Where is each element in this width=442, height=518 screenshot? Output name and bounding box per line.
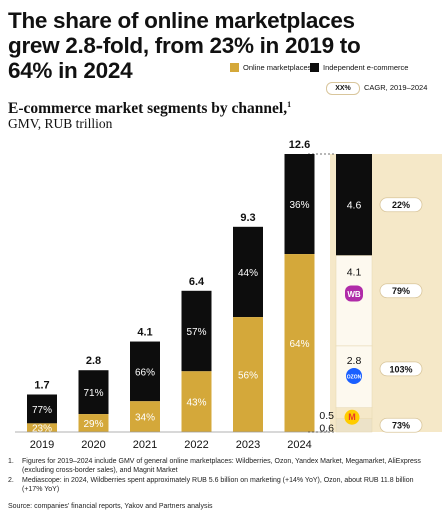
bar-independent-2022 bbox=[181, 290, 212, 372]
bar-independent-2021 bbox=[130, 341, 160, 402]
total-label-2023: 9.3 bbox=[240, 212, 255, 224]
label-online-2023: 56% bbox=[238, 371, 258, 382]
cagr-legend: XX% CAGR, 2019–2024 bbox=[326, 82, 427, 95]
label-online-2024: 64% bbox=[289, 339, 309, 350]
total-label-2021: 4.1 bbox=[137, 327, 152, 339]
bar-online-2024 bbox=[284, 254, 315, 432]
bar-online-2021 bbox=[130, 401, 160, 432]
x-tick-2024: 2024 bbox=[287, 439, 311, 451]
ozon-logo-icon bbox=[346, 367, 362, 384]
label-online-2019: 23% bbox=[32, 424, 52, 435]
x-tick-2019: 2019 bbox=[30, 439, 54, 451]
breakdown-segment-0 bbox=[336, 154, 372, 256]
cagr-pill-label-3: 73% bbox=[392, 421, 410, 431]
cagr-pill-1 bbox=[379, 283, 423, 299]
bar-online-2022 bbox=[181, 371, 212, 432]
total-label-2022: 6.4 bbox=[189, 276, 205, 288]
cagr-pill-label-1: 79% bbox=[392, 286, 410, 296]
breakdown-label-2: 2.8 bbox=[347, 355, 362, 367]
breakdown-label-1: 4.1 bbox=[347, 266, 362, 278]
wildberries-logo-icon bbox=[345, 285, 363, 302]
legend-independent: Independent e-commerce bbox=[310, 63, 408, 72]
cagr-pill-label-2: 103% bbox=[389, 364, 412, 374]
cagr-label: CAGR, 2019–2024 bbox=[364, 83, 428, 92]
bar-online-2020 bbox=[78, 414, 109, 432]
label-online-2021: 34% bbox=[135, 413, 155, 424]
cagr-chip: XX% bbox=[326, 82, 360, 95]
x-tick-2020: 2020 bbox=[81, 439, 105, 451]
yandex-market-logo-icon bbox=[344, 409, 360, 425]
legend-label-independent: Independent e-commerce bbox=[323, 63, 409, 72]
bar-online-2023 bbox=[233, 317, 263, 432]
legend-swatch-independent bbox=[310, 63, 319, 72]
total-label-2024: 12.6 bbox=[289, 139, 310, 151]
legend-swatch-online bbox=[230, 63, 239, 72]
source-note: Source: companies’ financial reports, Ya… bbox=[8, 503, 213, 510]
yandex-market-logo-text: M bbox=[348, 412, 356, 422]
footnote-2: 2. Mediascope: in 2024, Wildberries spen… bbox=[8, 476, 438, 494]
label-online-2020: 29% bbox=[83, 419, 103, 430]
footnote-2-text: Mediascope: in 2024, Wildberries spent a… bbox=[22, 477, 414, 493]
breakdown-label-3: 0.5 bbox=[319, 410, 334, 422]
bar-independent-2023 bbox=[233, 226, 263, 318]
x-tick-2021: 2021 bbox=[133, 439, 157, 451]
x-tick-2022: 2022 bbox=[184, 439, 208, 451]
label-independent-2020: 71% bbox=[83, 388, 103, 399]
cagr-pill-2 bbox=[379, 361, 423, 377]
label-independent-2019: 77% bbox=[32, 405, 52, 416]
footnote-2-number: 2. bbox=[8, 477, 14, 484]
label-independent-2024: 36% bbox=[289, 200, 309, 211]
breakdown-label-4: 0.6 bbox=[319, 422, 334, 434]
cagr-pill-0 bbox=[379, 197, 423, 213]
subtitle-footnote-marker: 1 bbox=[287, 100, 292, 109]
ozon-logo-text: OZON bbox=[347, 374, 362, 380]
bar-independent-2019 bbox=[27, 394, 57, 424]
legend-label-online: Online marketplaces bbox=[243, 63, 312, 72]
chart-title: The share of online marketplaces grew 2.… bbox=[8, 8, 361, 83]
label-online-2022: 43% bbox=[186, 398, 206, 409]
total-label-2020: 2.8 bbox=[86, 355, 101, 367]
subtitle-text: E-commerce market segments by channel, bbox=[8, 100, 288, 118]
label-independent-2021: 66% bbox=[135, 367, 155, 378]
chart-units: GMV, RUB trillion bbox=[8, 116, 113, 131]
legend-online: Online marketplaces bbox=[230, 63, 311, 72]
chart-subtitle: E-commerce market segments by channel,1 bbox=[8, 100, 291, 118]
bar-independent-2020 bbox=[78, 370, 109, 415]
breakdown-label-0: 4.6 bbox=[347, 200, 362, 212]
total-label-2019: 1.7 bbox=[34, 379, 49, 391]
label-independent-2022: 57% bbox=[186, 327, 206, 338]
bar-online-2019 bbox=[27, 423, 57, 432]
footnote-1-number: 1. bbox=[8, 458, 14, 465]
footnote-1-text: Figures for 2019–2024 include GMV of gen… bbox=[22, 458, 421, 474]
footnote-1: 1. Figures for 2019–2024 include GMV of … bbox=[8, 457, 438, 475]
bar-independent-2024 bbox=[284, 154, 315, 255]
x-tick-2023: 2023 bbox=[236, 439, 260, 451]
cagr-pill-3 bbox=[379, 417, 423, 433]
wildberries-logo-text: WB bbox=[347, 290, 361, 299]
cagr-pill-label-0: 22% bbox=[392, 200, 410, 210]
label-independent-2023: 44% bbox=[238, 268, 258, 279]
